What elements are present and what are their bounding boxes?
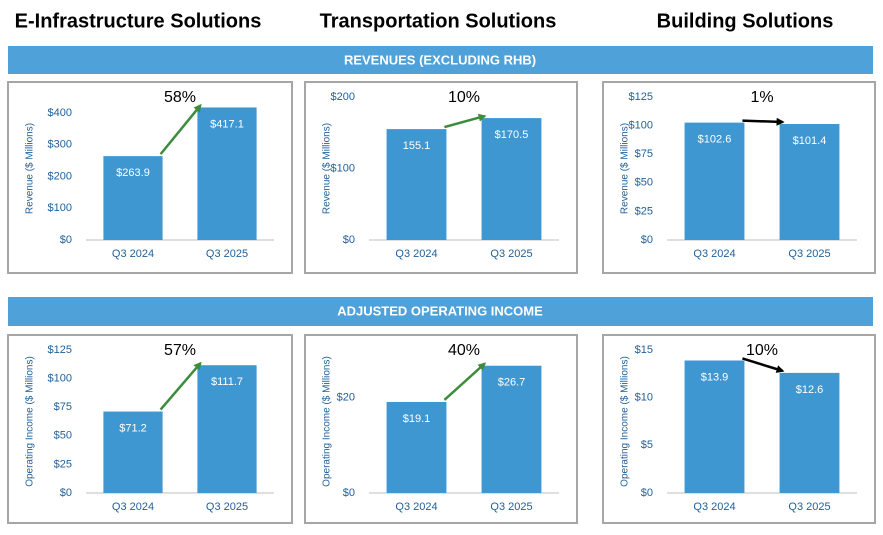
- y-tick-label: $25: [54, 458, 72, 470]
- value-label: $102.6: [698, 134, 732, 146]
- value-label: $417.1: [210, 118, 244, 130]
- change-annotation: 57%: [164, 342, 196, 359]
- x-tick-label: Q3 2024: [112, 248, 154, 260]
- value-label: $26.7: [498, 377, 526, 389]
- x-tick-label: Q3 2025: [206, 248, 248, 260]
- y-tick-label: $125: [48, 344, 72, 356]
- y-axis-label: Operating Income ($ Millions): [322, 356, 333, 487]
- banner: [8, 46, 873, 74]
- y-tick-label: $0: [60, 487, 72, 499]
- y-tick-label: $100: [48, 202, 72, 214]
- y-tick-label: $400: [48, 107, 72, 119]
- y-tick-label: $20: [337, 392, 355, 404]
- value-label: 155.1: [403, 140, 431, 152]
- y-tick-label: $100: [48, 373, 72, 385]
- column-title: Transportation Solutions: [320, 10, 557, 32]
- y-axis-label: Revenue ($ Millions): [322, 123, 333, 214]
- change-annotation: 1%: [750, 89, 773, 106]
- arrow: [443, 362, 487, 401]
- value-label: $170.5: [495, 129, 529, 141]
- y-tick-label: $50: [54, 430, 72, 442]
- y-tick-label: $0: [60, 234, 72, 246]
- bar: [684, 360, 745, 493]
- bar: [386, 401, 447, 493]
- change-annotation: 10%: [746, 342, 778, 359]
- y-tick-label: $50: [635, 177, 653, 189]
- value-label: $263.9: [116, 167, 150, 179]
- y-tick-label: $5: [641, 439, 653, 451]
- bar: [779, 123, 840, 240]
- change-annotation: 58%: [164, 89, 196, 106]
- y-tick-label: $0: [343, 234, 355, 246]
- x-tick-label: Q3 2024: [693, 501, 735, 513]
- bar: [197, 365, 257, 493]
- y-tick-label: $300: [48, 139, 72, 151]
- y-tick-label: $25: [635, 205, 653, 217]
- arrow: [159, 103, 202, 155]
- value-label: $19.1: [403, 413, 431, 425]
- y-tick-label: $75: [54, 401, 72, 413]
- arrow: [444, 113, 487, 129]
- x-tick-label: Q3 2024: [693, 248, 735, 260]
- banner: [8, 297, 873, 326]
- value-label: $13.9: [701, 371, 729, 383]
- y-axis-label: Revenue ($ Millions): [25, 123, 36, 214]
- value-label: $111.7: [211, 376, 243, 388]
- bar: [779, 372, 840, 493]
- change-annotation: 40%: [448, 342, 480, 359]
- y-tick-label: $0: [641, 487, 653, 499]
- value-label: $71.2: [119, 422, 147, 434]
- y-axis-label: Operating Income ($ Millions): [25, 356, 36, 487]
- bar: [481, 118, 542, 240]
- y-tick-label: $200: [48, 170, 72, 182]
- column-title: Building Solutions: [657, 10, 834, 32]
- y-tick-label: $100: [331, 162, 355, 174]
- y-tick-label: $15: [635, 344, 653, 356]
- bar: [103, 411, 163, 493]
- bar: [481, 365, 542, 493]
- bar: [386, 129, 447, 240]
- y-tick-label: $10: [635, 392, 653, 404]
- y-tick-label: $0: [641, 234, 653, 246]
- x-tick-label: Q3 2025: [788, 501, 830, 513]
- y-tick-label: $125: [629, 91, 653, 103]
- arrow: [742, 357, 785, 373]
- x-tick-label: Q3 2024: [395, 501, 437, 513]
- x-tick-label: Q3 2025: [490, 501, 532, 513]
- bar: [197, 107, 257, 240]
- banner-text: REVENUES (EXCLUDING RHB): [344, 52, 536, 67]
- x-tick-label: Q3 2024: [112, 501, 154, 513]
- x-tick-label: Q3 2024: [395, 248, 437, 260]
- y-axis-label: Revenue ($ Millions): [620, 123, 631, 214]
- y-tick-label: $75: [635, 148, 653, 160]
- value-label: $101.4: [793, 135, 827, 147]
- bar: [103, 156, 163, 240]
- y-tick-label: $200: [331, 91, 355, 103]
- banner-text: ADJUSTED OPERATING INCOME: [337, 303, 543, 318]
- value-label: $12.6: [796, 384, 824, 396]
- bar: [684, 122, 745, 240]
- x-tick-label: Q3 2025: [788, 248, 830, 260]
- y-axis-label: Operating Income ($ Millions): [620, 356, 631, 487]
- y-tick-label: $0: [343, 487, 355, 499]
- x-tick-label: Q3 2025: [490, 248, 532, 260]
- change-annotation: 10%: [448, 89, 480, 106]
- column-title: E-Infrastructure Solutions: [15, 10, 262, 32]
- arrow: [742, 117, 785, 126]
- y-tick-label: $100: [629, 120, 653, 132]
- arrow: [159, 361, 202, 411]
- x-tick-label: Q3 2025: [206, 501, 248, 513]
